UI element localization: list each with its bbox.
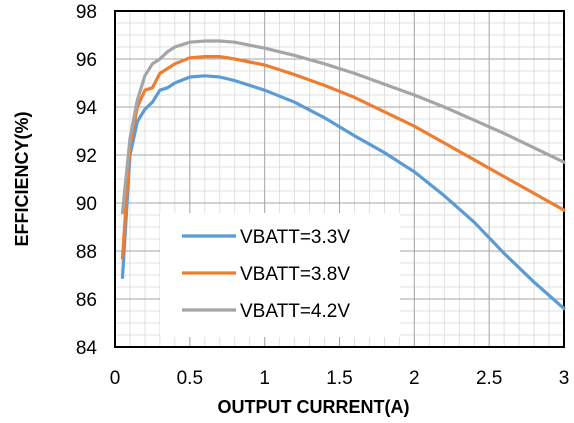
- x-tick-label: 3: [559, 368, 570, 389]
- y-tick-labels: 84 86 88 90 92 94 96 98: [76, 2, 98, 359]
- y-axis-title: EFFICIENCY(%): [12, 111, 32, 246]
- x-tick-label: 0.5: [177, 368, 203, 389]
- legend-label-1: VBATT=3.8V: [240, 264, 350, 285]
- plot-area-frame: [114, 10, 565, 348]
- x-tick-label: 2: [409, 368, 420, 389]
- legend: VBATT=3.3V VBATT=3.8V VBATT=4.2V: [160, 213, 400, 337]
- series-layer: [120, 39, 566, 311]
- y-tick-label: 94: [76, 98, 98, 119]
- y-tick-label: 84: [76, 338, 98, 359]
- legend-background: [160, 213, 400, 337]
- y-tick-label: 90: [76, 194, 97, 215]
- y-tick-label: 98: [76, 2, 97, 23]
- y-tick-label: 92: [76, 146, 97, 167]
- x-tick-label: 0: [110, 368, 121, 389]
- series-line-2: [120, 39, 566, 215]
- series-line-1: [120, 54, 566, 260]
- x-tick-labels: 0 0.5 1 1.5 2 2.5 3: [110, 368, 570, 389]
- y-tick-label: 88: [76, 242, 97, 263]
- y-tick-label: 96: [76, 50, 97, 71]
- legend-label-2: VBATT=4.2V: [240, 301, 350, 322]
- x-axis-title: OUTPUT CURRENT(A): [218, 397, 410, 417]
- x-tick-label: 1.5: [326, 368, 352, 389]
- y-tick-label: 86: [76, 290, 97, 311]
- x-tick-label: 1: [259, 368, 270, 389]
- x-tick-label: 2.5: [476, 368, 502, 389]
- series-line-0: [120, 74, 566, 311]
- legend-label-0: VBATT=3.3V: [240, 227, 350, 248]
